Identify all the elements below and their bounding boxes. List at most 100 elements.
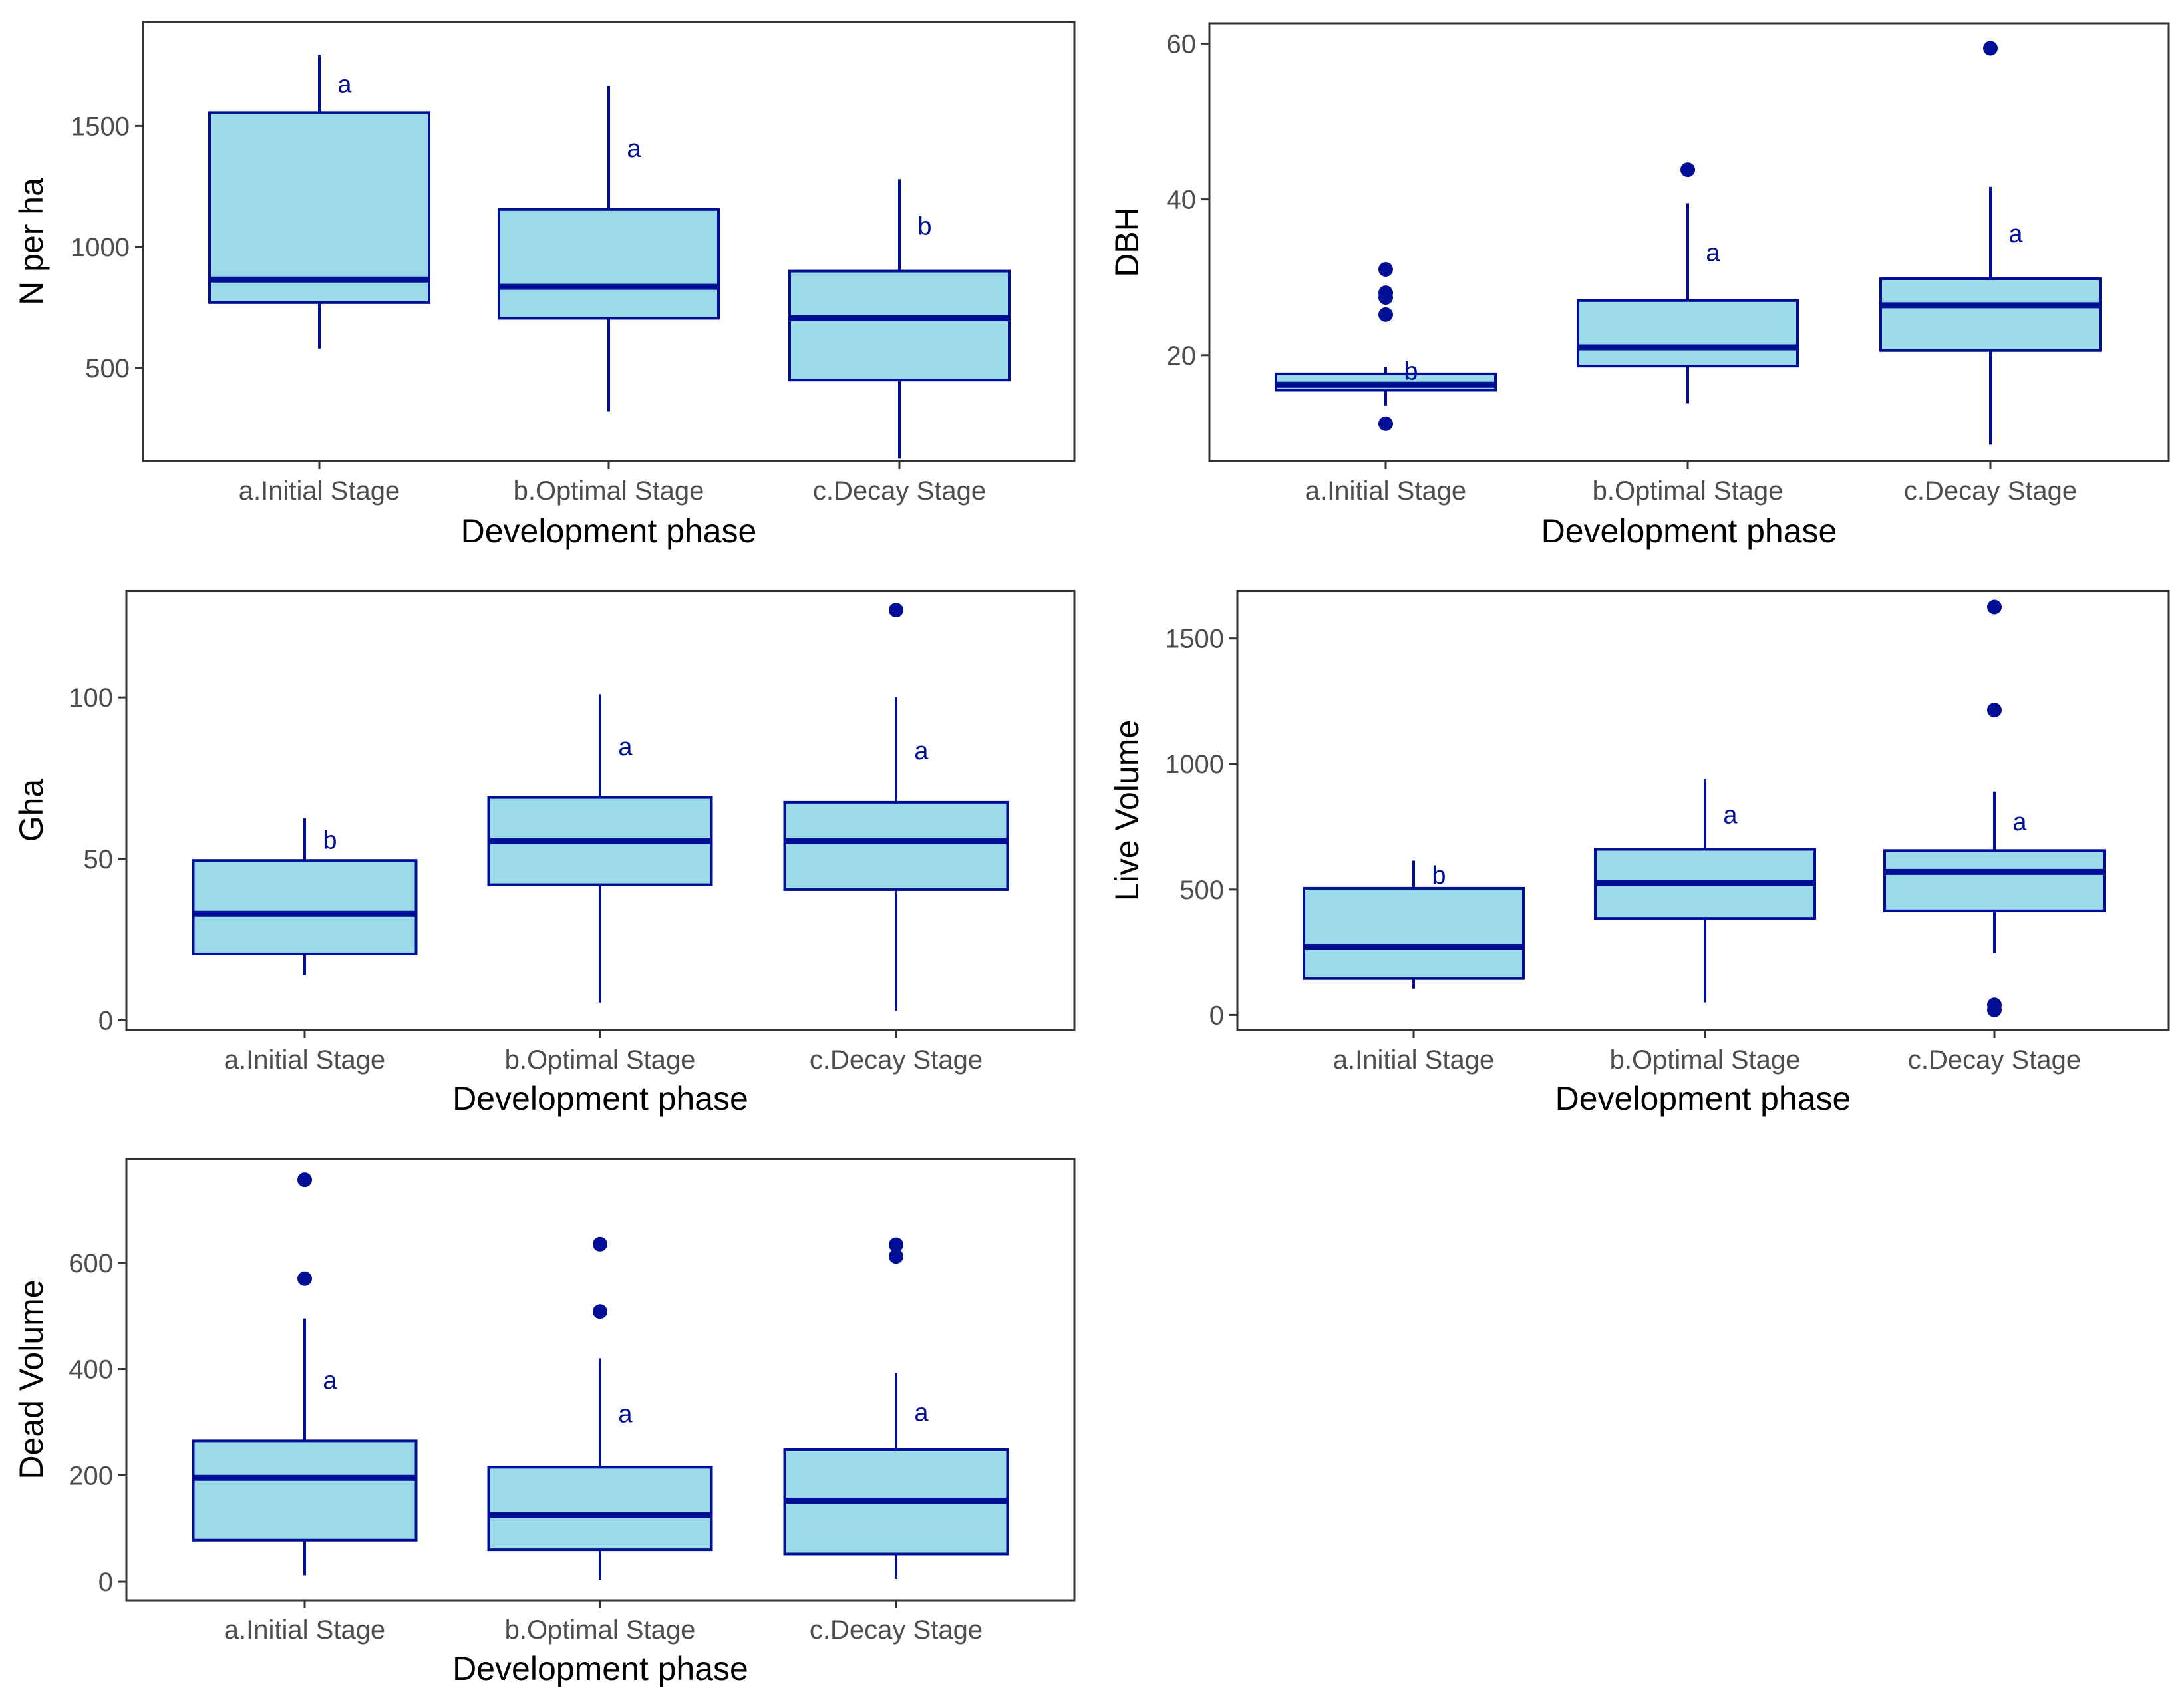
- outlier-point: [1987, 997, 2002, 1013]
- outlier-point: [889, 1249, 903, 1264]
- x-tick-label: a.Initial Stage: [1333, 1045, 1494, 1075]
- outlier-point: [1378, 261, 1393, 277]
- significance-letter: a: [1706, 240, 1720, 267]
- panel-live-volume: 0 500 1000 1500 a.Initial Stage b.Optimal Sta…: [1108, 590, 2170, 1117]
- significance-letter: a: [618, 733, 633, 761]
- significance-letter: b: [1404, 358, 1418, 386]
- box-1: b: [1303, 860, 1525, 989]
- y-tick-label: 200: [69, 1461, 113, 1490]
- x-tick-label: c.Decay Stage: [1908, 1045, 2081, 1075]
- significance-letter: a: [627, 135, 641, 163]
- iqr-box: [192, 859, 418, 955]
- significance-letter: b: [1432, 862, 1446, 890]
- x-tick-label: b.Optimal Stage: [1610, 1045, 1801, 1075]
- significance-letter: a: [618, 1400, 633, 1428]
- x-tick-label: b.Optimal Stage: [1593, 476, 1784, 506]
- y-axis-title: DBH: [1108, 207, 1146, 277]
- iqr-box: [1879, 277, 2102, 352]
- significance-letter: b: [323, 827, 337, 855]
- y-tick-label: 40: [1167, 186, 1197, 215]
- x-tick-label: b.Optimal Stage: [505, 1616, 696, 1645]
- outlier-point: [889, 1237, 903, 1252]
- box-2: a: [498, 86, 720, 412]
- y-axis-title: Gha: [13, 779, 50, 842]
- significance-letter: a: [1723, 802, 1738, 830]
- x-tick-label: c.Decay Stage: [810, 1616, 983, 1645]
- outlier-point: [297, 1271, 312, 1286]
- box-3: a: [783, 1237, 1009, 1580]
- box-2: a: [1577, 162, 1799, 404]
- iqr-box: [208, 111, 430, 304]
- panel-dead-volume: 0 200 400 600 a.Initial Stage b.Optimal Stage…: [13, 1158, 1076, 1687]
- y-tick-label: 1500: [71, 112, 130, 141]
- x-tick-label: b.Optimal Stage: [514, 476, 704, 506]
- y-tick-label: 20: [1167, 341, 1197, 371]
- significance-letter: a: [337, 71, 352, 99]
- y-tick-label: 60: [1167, 29, 1197, 59]
- y-tick-label: 400: [69, 1355, 113, 1385]
- significance-letter: a: [914, 737, 929, 765]
- y-tick-label: 1500: [1165, 625, 1224, 654]
- y-tick-label: 1000: [1165, 750, 1224, 779]
- x-tick-label: a.Initial Stage: [239, 476, 400, 506]
- outlier-point: [1983, 41, 1998, 56]
- x-tick-label: b.Optimal Stage: [505, 1045, 696, 1075]
- iqr-box: [1303, 886, 1525, 980]
- outlier-point: [1378, 307, 1393, 322]
- box-1: b: [192, 818, 418, 975]
- box-3: b: [788, 179, 1011, 459]
- outlier-point: [1987, 703, 2002, 718]
- box-2: a: [487, 1236, 713, 1580]
- y-tick-label: 500: [85, 354, 130, 383]
- x-tick-label: a.Initial Stage: [224, 1616, 385, 1645]
- y-tick-label: 0: [98, 1006, 113, 1035]
- y-tick-label: 600: [69, 1249, 113, 1278]
- iqr-box: [1577, 299, 1799, 368]
- box-3: a: [1879, 41, 2102, 445]
- y-axis-title: N per ha: [13, 178, 50, 305]
- box-2: a: [487, 694, 713, 1003]
- outlier-point: [297, 1172, 312, 1188]
- iqr-box: [1883, 849, 2106, 912]
- iqr-box: [498, 208, 720, 320]
- iqr-box: [192, 1439, 418, 1542]
- iqr-box: [788, 269, 1011, 382]
- panel-n-per-ha: 500 1000 1500 a.Initial Stage b.Optimal Stag…: [13, 21, 1076, 550]
- iqr-box: [487, 1466, 713, 1552]
- x-tick-label: a.Initial Stage: [224, 1045, 385, 1075]
- significance-letter: a: [2012, 808, 2027, 836]
- x-tick-label: a.Initial Stage: [1305, 476, 1466, 506]
- box-1: a: [208, 55, 430, 349]
- y-tick-label: 0: [1209, 1001, 1224, 1030]
- box-3: a: [783, 603, 1009, 1011]
- outlier-point: [1680, 162, 1695, 178]
- significance-letter: a: [914, 1399, 929, 1427]
- x-tick-label: c.Decay Stage: [813, 476, 986, 506]
- outlier-point: [593, 1236, 607, 1252]
- outlier-point: [1987, 599, 2002, 615]
- y-tick-label: 0: [98, 1568, 113, 1597]
- x-axis-title: Development phase: [1541, 512, 1837, 550]
- outlier-point: [889, 603, 903, 618]
- panel-gha: 0 50 100 a.Initial Stage b.Optimal Stage c.De…: [13, 590, 1076, 1117]
- x-axis-title: Development phase: [452, 1650, 748, 1687]
- iqr-box: [783, 800, 1009, 891]
- box-3: a: [1883, 599, 2106, 1017]
- x-axis-title: Development phase: [461, 512, 757, 550]
- x-tick-label: c.Decay Stage: [1904, 476, 2077, 506]
- x-tick-label: c.Decay Stage: [810, 1045, 983, 1075]
- outlier-point: [593, 1304, 607, 1319]
- box-1: a: [192, 1172, 418, 1576]
- x-axis-title: Development phase: [1555, 1080, 1851, 1117]
- y-tick-label: 1000: [71, 233, 130, 262]
- x-axis-title: Development phase: [452, 1080, 748, 1117]
- y-tick-label: 50: [84, 845, 114, 874]
- y-tick-label: 500: [1179, 876, 1224, 905]
- significance-letter: a: [2008, 220, 2023, 248]
- panel-dbh: 20 40 60 a.Initial Stage b.Optimal Stage c.De…: [1108, 22, 2170, 550]
- y-axis-title: Live Volume: [1108, 720, 1146, 901]
- y-axis-title: Dead Volume: [13, 1279, 50, 1479]
- significance-letter: a: [323, 1367, 337, 1395]
- significance-letter: b: [917, 212, 931, 240]
